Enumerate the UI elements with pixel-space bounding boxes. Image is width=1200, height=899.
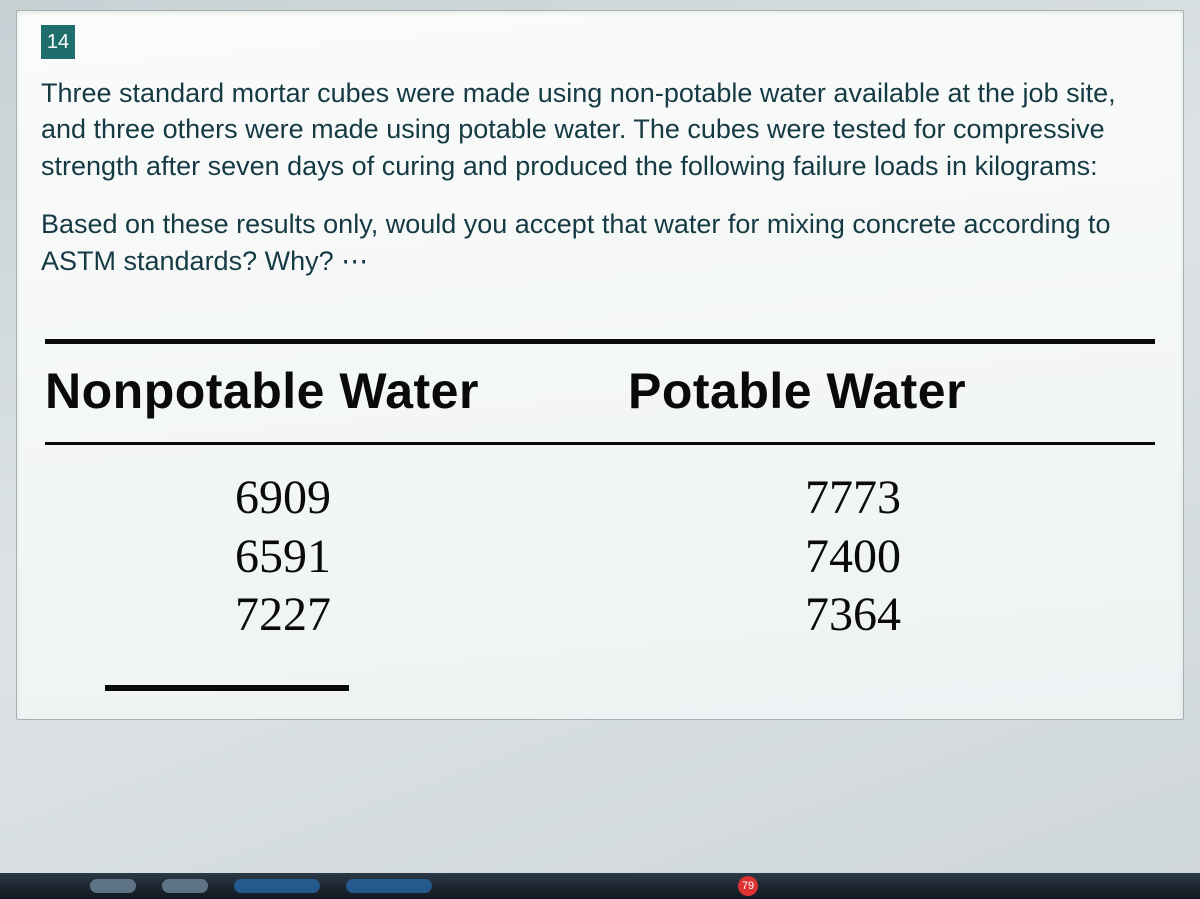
cell-nonpotable: 6909	[45, 469, 585, 528]
cell-nonpotable: 7227	[45, 586, 585, 645]
taskbar-app-icon[interactable]	[90, 879, 136, 893]
cell-potable: 7364	[585, 586, 1155, 645]
cell-potable: 7400	[585, 528, 1155, 587]
cell-nonpotable: 6591	[45, 528, 585, 587]
os-taskbar[interactable]: 79	[0, 873, 1200, 899]
table-header-row: Nonpotable Water Potable Water	[45, 344, 1155, 442]
table-row: 6909 7773	[45, 469, 1155, 528]
table-body: 6909 7773 6591 7400 7227 7364	[45, 445, 1155, 645]
taskbar-app-icon[interactable]	[346, 879, 432, 893]
question-number-row: 14	[41, 25, 1159, 69]
table-row: 6591 7400	[45, 528, 1155, 587]
taskbar-app-icon[interactable]	[234, 879, 320, 893]
question-card: 14 Three standard mortar cubes were made…	[16, 10, 1184, 720]
column-header-potable: Potable Water	[572, 362, 1155, 420]
notification-badge[interactable]: 79	[738, 876, 758, 896]
question-paragraph-2: Based on these results only, would you a…	[41, 206, 1159, 279]
column-header-nonpotable: Nonpotable Water	[45, 362, 572, 420]
taskbar-app-icon[interactable]	[162, 879, 208, 893]
screen: 14 Three standard mortar cubes were made…	[0, 0, 1200, 899]
cell-potable: 7773	[585, 469, 1155, 528]
question-number-badge: 14	[41, 25, 75, 59]
question-paragraph-1: Three standard mortar cubes were made us…	[41, 75, 1159, 184]
table-row: 7227 7364	[45, 586, 1155, 645]
data-table: Nonpotable Water Potable Water 6909 7773…	[41, 339, 1159, 691]
table-rule-bottom-partial	[105, 685, 349, 691]
